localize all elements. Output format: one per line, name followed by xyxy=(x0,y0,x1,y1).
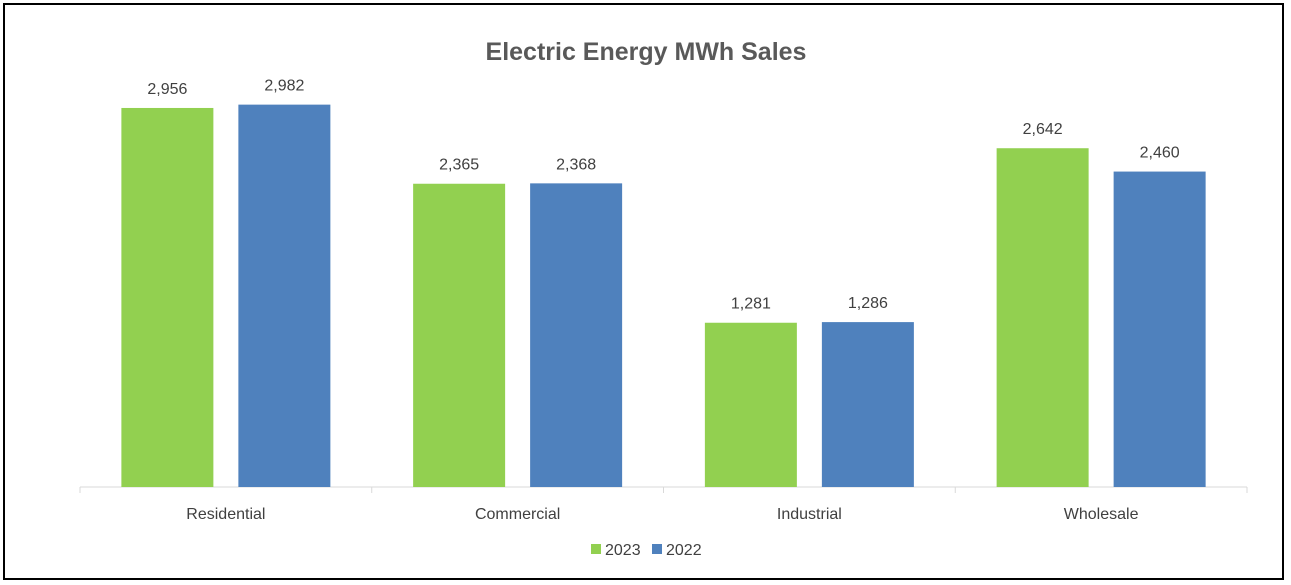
chart-title: Electric Energy MWh Sales xyxy=(486,38,807,66)
bar-residential-2022 xyxy=(238,104,331,487)
category-label-wholesale: Wholesale xyxy=(1064,506,1139,523)
data-label-wholesale-2023: 2,642 xyxy=(1023,121,1063,138)
legend: 2023 2022 xyxy=(591,542,702,559)
bar-residential-2023 xyxy=(121,107,214,488)
bar-industrial-2023 xyxy=(704,322,797,487)
bar-wholesale-2022 xyxy=(1113,171,1206,488)
bar-commercial-2023 xyxy=(413,183,506,487)
bar-industrial-2022 xyxy=(821,322,914,487)
legend-label-2022: 2022 xyxy=(666,542,702,559)
category-label-industrial: Industrial xyxy=(777,506,842,523)
legend-swatch-2023 xyxy=(591,544,601,554)
category-label-residential: Residential xyxy=(186,506,265,523)
legend-swatch-2022 xyxy=(652,544,662,554)
bar-wholesale-2023 xyxy=(996,148,1089,487)
bar-commercial-2022 xyxy=(530,183,623,487)
data-label-commercial-2022: 2,368 xyxy=(556,156,596,173)
data-label-residential-2023: 2,956 xyxy=(147,81,187,98)
legend-label-2023: 2023 xyxy=(605,542,641,559)
bars-group xyxy=(121,104,1206,488)
data-label-industrial-2022: 1,286 xyxy=(848,295,888,312)
data-label-industrial-2023: 1,281 xyxy=(731,296,771,313)
data-label-commercial-2023: 2,365 xyxy=(439,157,479,174)
category-labels-group: Residential Commercial Industrial Wholesale xyxy=(186,506,1138,523)
data-label-residential-2022: 2,982 xyxy=(264,78,304,95)
category-label-commercial: Commercial xyxy=(475,506,560,523)
data-label-wholesale-2022: 2,460 xyxy=(1140,145,1180,162)
data-labels-group: 2,956 2,982 2,365 2,368 1,281 1,286 2,642 2,460 xyxy=(147,78,1179,313)
category-axis-ticks xyxy=(79,487,1248,493)
